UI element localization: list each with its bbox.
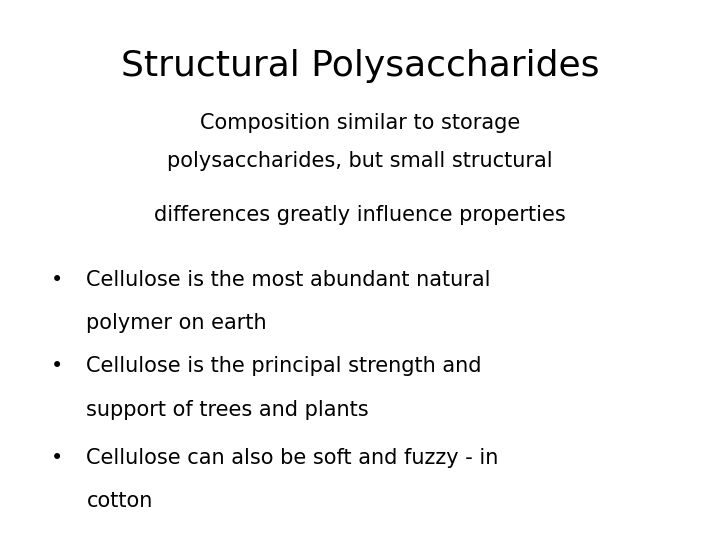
Text: support of trees and plants: support of trees and plants	[86, 400, 369, 420]
Text: •: •	[50, 356, 63, 376]
Text: Cellulose is the most abundant natural: Cellulose is the most abundant natural	[86, 270, 491, 290]
Text: Cellulose is the principal strength and: Cellulose is the principal strength and	[86, 356, 482, 376]
Text: polymer on earth: polymer on earth	[86, 313, 267, 333]
Text: Composition similar to storage: Composition similar to storage	[200, 113, 520, 133]
Text: Structural Polysaccharides: Structural Polysaccharides	[121, 49, 599, 83]
Text: •: •	[50, 270, 63, 290]
Text: cotton: cotton	[86, 491, 153, 511]
Text: •: •	[50, 448, 63, 468]
Text: Cellulose can also be soft and fuzzy - in: Cellulose can also be soft and fuzzy - i…	[86, 448, 499, 468]
Text: polysaccharides, but small structural: polysaccharides, but small structural	[167, 151, 553, 171]
Text: differences greatly influence properties: differences greatly influence properties	[154, 205, 566, 225]
